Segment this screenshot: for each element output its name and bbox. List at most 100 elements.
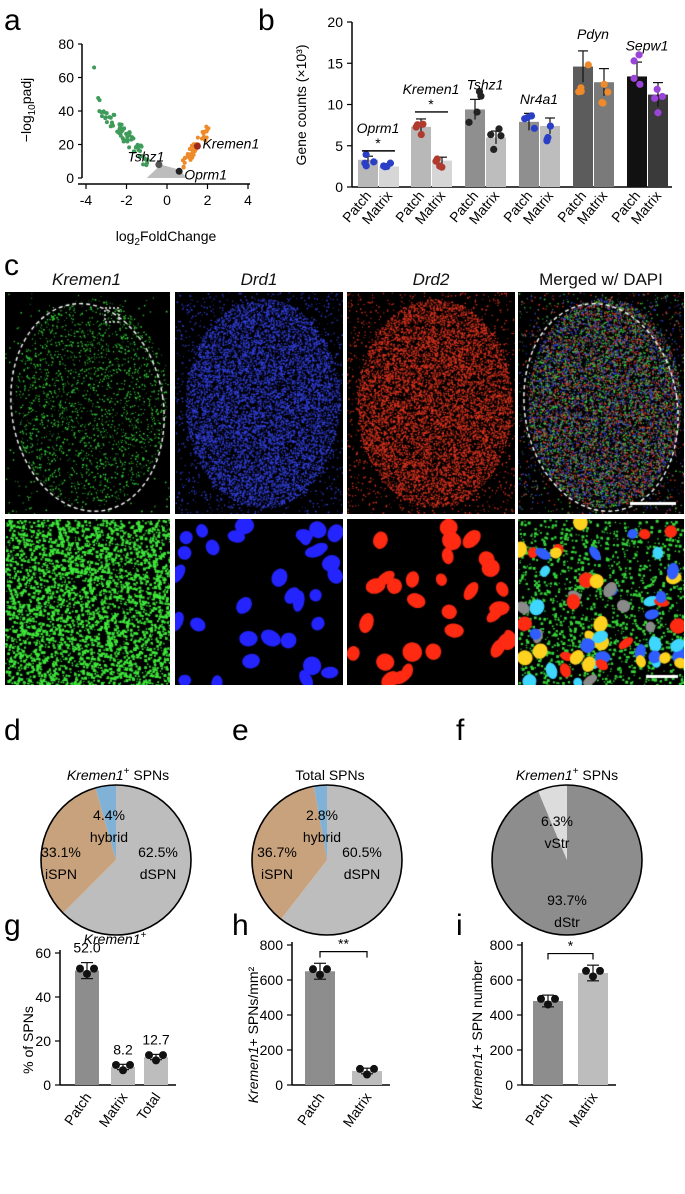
gene-counts-point xyxy=(487,131,495,139)
volcano-plot: 0 20 40 60 80 -4 -2 0 2 4 Kremen1 Tshz1 Oprm1 −log… xyxy=(18,36,259,248)
gene-counts-point xyxy=(530,124,538,132)
volcano-label-tshz1: Tshz1 xyxy=(128,148,165,164)
bar-point xyxy=(370,1064,378,1073)
volcano-xtick-label: 2 xyxy=(204,192,212,208)
volcano-point-down xyxy=(131,149,136,154)
volcano-point-down xyxy=(92,65,97,70)
gene-counts-bar-matrix xyxy=(379,166,399,187)
pie-category-label: hybrid xyxy=(90,829,128,845)
gene-counts-point xyxy=(495,125,503,133)
bar-point xyxy=(596,966,604,975)
pie-category-label: iSPN xyxy=(261,866,293,882)
bar-sig-star: ** xyxy=(338,936,349,952)
gene-counts-point xyxy=(600,80,608,88)
bar-point xyxy=(363,1070,371,1079)
micrograph-title-drd2: Drd2 xyxy=(412,270,450,289)
gene-counts-bar-matrix xyxy=(594,82,614,187)
bar-matrix xyxy=(111,1066,135,1085)
bar-point xyxy=(356,1064,364,1073)
volcano-nonsig-points xyxy=(146,164,188,178)
volcano-point-up xyxy=(200,129,205,134)
volcano-label-oprm1: Oprm1 xyxy=(184,167,227,183)
pie-percent-label: 36.7% xyxy=(257,844,297,860)
bar-sig-star: * xyxy=(568,938,574,954)
volcano-point-up xyxy=(182,160,187,165)
volcano-point-up xyxy=(188,153,193,158)
bar-ytick-label: 400 xyxy=(490,1007,514,1023)
gene-counts-bar-matrix xyxy=(486,137,506,187)
pie-slice-hybrid xyxy=(313,785,327,860)
gene-counts-point xyxy=(362,162,370,170)
bar-ytick-label: 600 xyxy=(260,972,284,988)
micrograph-title-drd1: Drd1 xyxy=(240,270,278,289)
panel-label-d: d xyxy=(4,714,21,747)
bar-sig-bracket xyxy=(547,952,594,960)
pie-e-title: Total SPNs xyxy=(295,767,364,783)
chart-g-title: Kremen1+ xyxy=(84,930,147,947)
pie-slice-vStr xyxy=(538,785,567,860)
volcano-point-down xyxy=(129,137,134,142)
volcano-point-up xyxy=(195,135,200,140)
volcano-xtick-label: 0 xyxy=(163,192,171,208)
bar-xtick-label: Patch xyxy=(294,1090,328,1129)
gene-counts-point xyxy=(412,123,420,131)
pie-category-label: dStr xyxy=(554,914,580,930)
pie-percent-label: 93.7% xyxy=(547,892,587,908)
pie-percent-label: 4.4% xyxy=(93,807,125,823)
bar-point xyxy=(589,972,597,981)
gene-counts-group-label: Oprm1 xyxy=(357,120,400,136)
volcano-xtick-label: -2 xyxy=(120,192,133,208)
pie-d-title: Kremen1+ SPNs xyxy=(67,766,169,783)
bar-patch xyxy=(533,1001,563,1085)
volcano-xtick-label: 4 xyxy=(244,192,252,208)
gene-counts-point xyxy=(477,92,485,100)
gene-counts-ylabel: Gene counts (×10³) xyxy=(293,44,309,165)
micrograph-merged-overview xyxy=(518,292,684,514)
bar-point xyxy=(90,964,98,973)
bar-point xyxy=(159,1051,167,1060)
gene-counts-point xyxy=(417,130,425,139)
panel-label-a: a xyxy=(4,4,21,37)
volcano-highlight-point xyxy=(175,167,183,175)
volcano-ylabel: −log10padj xyxy=(18,78,38,142)
chart-i-ylabel: Kremen1+ SPN number xyxy=(469,960,485,1109)
volcano-point-up xyxy=(182,156,187,161)
bar-value-label: 12.7 xyxy=(142,1031,169,1047)
volcano-ytick-label: 40 xyxy=(58,103,74,119)
volcano-point-down xyxy=(125,138,130,143)
pie-percent-label: 62.5% xyxy=(138,844,178,860)
micrograph-drd1-overview xyxy=(175,292,343,514)
bar-point xyxy=(582,966,590,975)
volcano-point-down xyxy=(110,122,115,127)
gene-counts-point xyxy=(577,84,585,92)
volcano-point-down xyxy=(120,136,125,141)
pie-percent-label: 6.3% xyxy=(541,813,573,829)
gene-counts-point xyxy=(362,150,370,159)
gene-counts-group-label: Kremen1 xyxy=(403,81,460,97)
gene-counts-ytick-label: 15 xyxy=(327,55,343,71)
gene-counts-point xyxy=(651,94,659,102)
gene-counts-point xyxy=(654,109,662,117)
bar-point xyxy=(83,969,91,978)
volcano-point-down xyxy=(121,139,126,144)
micrograph-title-merged: Merged w/ DAPI xyxy=(539,270,663,289)
panel-label-i: i xyxy=(456,909,463,942)
bar-ytick-label: 200 xyxy=(490,1042,514,1058)
panel-label-e: e xyxy=(232,714,249,747)
bar-ytick-label: 800 xyxy=(490,937,514,953)
volcano-point-down xyxy=(139,144,144,149)
bar-ytick-label: 60 xyxy=(35,945,51,961)
pie-category-label: dSPN xyxy=(344,866,381,882)
micrograph-kremen1-zoom xyxy=(5,519,170,685)
volcano-point-down xyxy=(104,120,109,125)
pie-chart-f: 93.7% dStr 6.3% vStr xyxy=(491,784,643,936)
volcano-point-down xyxy=(127,130,132,135)
volcano-point-down xyxy=(107,115,112,120)
panel-label-c: c xyxy=(4,249,19,282)
gene-counts-bar-patch xyxy=(627,76,647,187)
volcano-ytick-label: 80 xyxy=(58,36,74,52)
pie-category-label: dSPN xyxy=(140,866,177,882)
gene-counts-bar-patch xyxy=(519,121,539,187)
